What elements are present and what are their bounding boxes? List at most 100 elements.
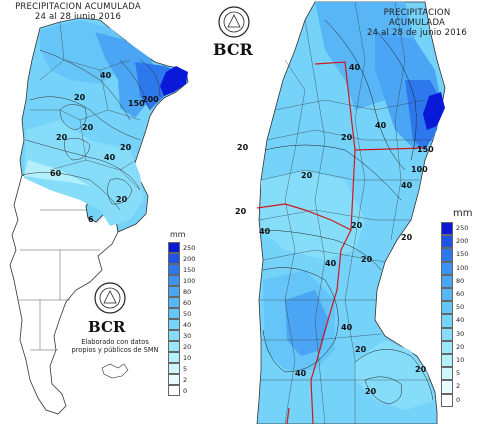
region-zone-250 [423,92,445,130]
right-legend-label: 200 [456,237,469,246]
right-legend-label: 30 [456,329,465,338]
left-contours [21,49,161,211]
region-label-4: 20 [237,143,249,152]
left-legend-swatch [168,275,180,286]
right-legend-swatch [441,261,453,275]
region-label-16: 40 [295,369,307,378]
right-legend-swatch [441,393,453,407]
left-legend-label: 2 [183,376,188,384]
region-label-9: 20 [235,207,247,216]
left-legend-swatch [168,264,180,275]
left-contour-labels: 40 20 150 200 20 20 20 40 60 20 6 [50,71,159,224]
right-legend-label: 0 [456,395,461,404]
left-label-40b: 40 [104,153,116,162]
left-legend-label: 100 [183,277,196,285]
right-legend-swatch [441,222,453,236]
region-label-13: 20 [361,255,373,264]
region-label-1: 40 [349,63,361,72]
left-legend-swatch [168,352,180,363]
left-map-title-line2: 24 al 28 junio 2016 [34,12,122,22]
right-legend-swatch [441,314,453,328]
left-label-20d: 20 [120,143,132,152]
right-legend-swatch [441,301,453,315]
left-province-lines [30,21,141,191]
right-legend-swatch [441,327,453,341]
right-legend-label: 20 [456,342,465,351]
region-label-18: 20 [365,387,377,396]
right-legend-swatch [441,235,453,249]
left-legend-label: 5 [183,365,188,373]
right-map-title: PRECIPITACION ACUMULADA 24 al 28 de juni… [355,8,479,38]
left-legend-swatch [168,242,180,253]
region-label-8: 40 [401,181,413,190]
left-legend-swatch [168,330,180,341]
region-label-7: 100 [411,165,428,174]
left-label-40: 40 [100,71,112,80]
region-contour-labels: 40 40 20 20 20 150 100 40 20 20 20 40 20… [235,63,434,396]
right-legend-label: 40 [456,316,465,325]
region-label-19: 20 [415,365,427,374]
left-legend-label: 0 [183,387,188,395]
left-label-20e: 20 [116,195,128,204]
left-label-20a: 20 [74,93,86,102]
left-legend-label: 250 [183,244,196,252]
left-legend-swatch [168,319,180,330]
right-legend-label: 10 [456,356,465,364]
region-label-2: 40 [375,121,387,130]
right-legend-label: 250 [456,224,469,232]
left-label-6: 6 [88,215,94,224]
left-legend-label: 200 [183,255,196,263]
left-zone-250 [160,66,188,96]
left-map-title-line1: PRECIPITACION ACUMULADA [15,2,141,12]
region-label-6: 150 [417,145,434,154]
argentina-map-svg: 40 20 150 200 20 20 20 40 60 20 6 [9,17,189,415]
left-legend-swatch [168,363,180,374]
right-bcr-logo-text: BCR [213,40,253,59]
right-map-title-line1: PRECIPITACION ACUMULADA [383,8,451,28]
left-legend-swatch [168,286,180,297]
left-credit-line2: propios y públicos de SMN [71,346,159,354]
right-legend-swatch [441,367,453,381]
left-legend-swatch [168,297,180,308]
left-legend-label: 60 [183,299,192,307]
region-label-3: 20 [341,133,353,142]
region-label-5: 20 [301,171,313,180]
left-label-150: 150 [128,99,145,108]
region-zone-delta [355,340,435,410]
region-zone-30 [261,170,365,260]
right-legend-label: 100 [456,263,469,272]
right-legend-unit: mm [453,208,473,219]
left-label-60: 60 [50,169,62,178]
left-legend-swatch [168,253,180,264]
left-legend-swatch [168,341,180,352]
region-label-17: 20 [355,345,367,354]
left-legend-label: 10 [183,354,192,362]
left-legend-swatch [168,374,180,385]
left-legend-swatch [168,308,180,319]
pampa-region-precipitation-map: 40 40 20 20 20 150 100 40 20 20 20 40 20… [205,0,480,424]
right-bcr-seal-icon [218,6,250,38]
right-legend-swatch [441,354,453,368]
region-label-11: 20 [401,233,413,242]
left-bcr-seal-icon [94,282,126,314]
left-legend-label: 150 [183,266,196,274]
right-legend-swatch [441,380,453,394]
left-label-20b: 20 [56,133,68,142]
right-legend-label: 80 [456,276,465,285]
region-map-svg: 40 40 20 20 20 150 100 40 20 20 20 40 20… [218,1,446,424]
malvinas-islands [101,363,129,379]
left-legend-unit: mm [170,230,186,239]
right-legend-label: 60 [456,290,465,298]
left-label-20c: 20 [82,123,94,132]
left-legend-label: 80 [183,288,192,296]
left-zone-30 [24,120,144,226]
left-bcr-logo-text: BCR [88,318,126,336]
region-label-10: 20 [351,221,363,230]
region-label-12: 40 [259,227,271,236]
left-legend-label: 30 [183,332,192,340]
left-legend-swatch [168,385,180,396]
right-legend-label: 50 [456,303,465,312]
left-label-200: 200 [142,95,159,104]
south-province-lines [18,209,100,351]
right-legend-swatch [441,288,453,302]
